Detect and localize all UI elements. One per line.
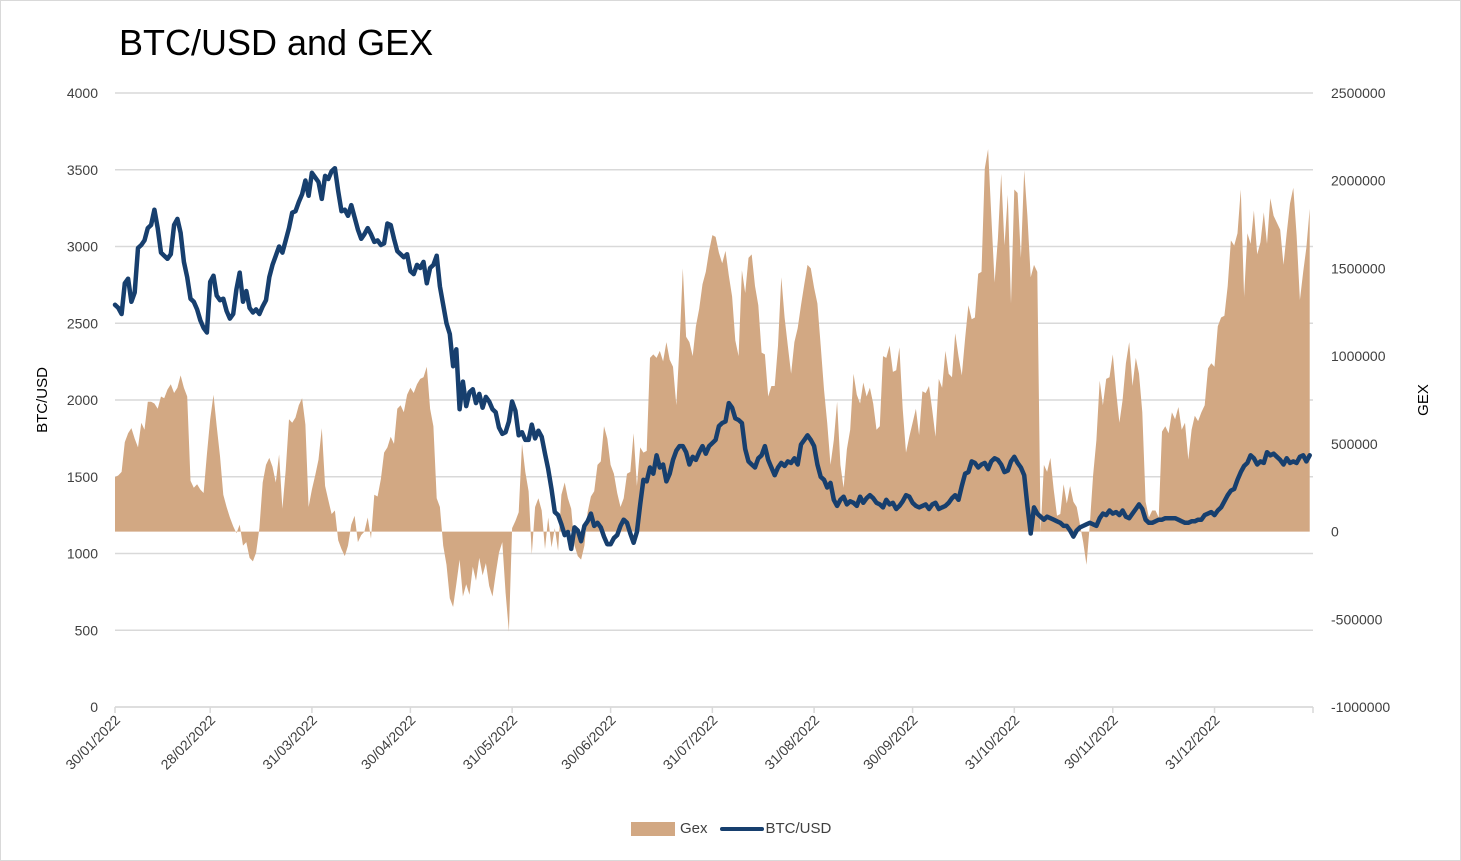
y-left-tick-label: 3500 xyxy=(67,162,98,178)
x-tick-label: 31/12/2022 xyxy=(1162,712,1223,773)
y-left-tick-label: 1000 xyxy=(67,546,98,562)
x-tick-label: 30/11/2022 xyxy=(1061,712,1121,772)
y-left-tick-label: 4000 xyxy=(67,85,98,101)
x-tick-label: 31/03/2022 xyxy=(259,712,320,773)
btc-usd-line xyxy=(112,165,1312,552)
x-tick-label: 31/05/2022 xyxy=(459,712,520,773)
x-tick-label: 28/02/2022 xyxy=(157,712,218,773)
y-left-tick-label: 1500 xyxy=(67,469,98,485)
legend-gex-label: Gex xyxy=(680,820,708,837)
y-right-tick-label: 500000 xyxy=(1331,436,1378,452)
chart-title: BTC/USD and GEX xyxy=(119,22,434,63)
legend-btc-swatch xyxy=(719,826,764,831)
x-tick-label: 30/06/2022 xyxy=(558,712,619,773)
y-left-tick-label: 2500 xyxy=(67,315,98,331)
y-axis-left-title: BTC/USD xyxy=(34,367,51,433)
y-left-tick-label: 2000 xyxy=(67,392,98,408)
legend: Gex BTC/USD xyxy=(631,820,831,837)
y-left-tick-label: 3000 xyxy=(67,239,98,255)
y-right-tick-label: 1000000 xyxy=(1331,348,1386,364)
y-right-tick-label: -1000000 xyxy=(1331,699,1390,715)
y-right-tick-label: 1500000 xyxy=(1331,260,1386,276)
legend-btc-label: BTC/USD xyxy=(765,820,832,837)
y-left-tick-label: 500 xyxy=(75,622,99,638)
y-right-tick-label: 0 xyxy=(1331,524,1339,540)
y-axis-right-title: GEX xyxy=(1415,384,1432,416)
x-tick-label: 31/10/2022 xyxy=(962,712,1023,773)
gex-area xyxy=(115,149,1310,632)
gex-area-layer xyxy=(115,149,1310,632)
x-tick-label: 30/01/2022 xyxy=(62,712,123,773)
x-tick-label: 31/08/2022 xyxy=(761,712,822,773)
x-tick-label: 31/07/2022 xyxy=(660,712,721,773)
y-right-tick-label: -500000 xyxy=(1331,611,1383,627)
legend-gex-swatch xyxy=(631,821,675,836)
y-right-tick-label: 2000000 xyxy=(1331,173,1386,189)
x-tick-label: 30/04/2022 xyxy=(358,712,419,773)
y-left-tick-label: 0 xyxy=(90,699,98,715)
x-tick-label: 30/09/2022 xyxy=(860,712,921,773)
btc-line-layer xyxy=(112,165,1312,552)
y-right-tick-label: 2500000 xyxy=(1331,85,1386,101)
